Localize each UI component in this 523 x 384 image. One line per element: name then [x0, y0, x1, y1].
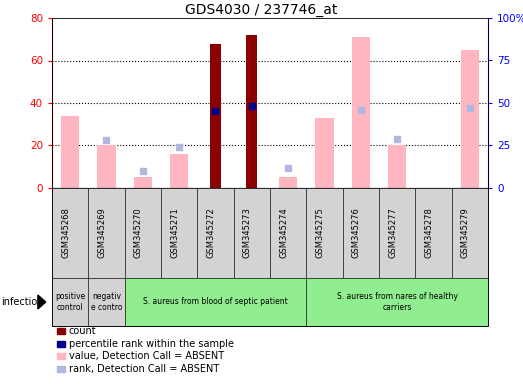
- Bar: [246, 35, 257, 188]
- Bar: [97, 146, 116, 188]
- Text: percentile rank within the sample: percentile rank within the sample: [69, 339, 234, 349]
- Text: GSM345273: GSM345273: [243, 208, 252, 258]
- Text: GSM345269: GSM345269: [97, 208, 107, 258]
- Text: rank, Detection Call = ABSENT: rank, Detection Call = ABSENT: [69, 364, 219, 374]
- Bar: [279, 177, 297, 188]
- Bar: [352, 37, 370, 188]
- Bar: [315, 118, 334, 188]
- Text: S. aureus from blood of septic patient: S. aureus from blood of septic patient: [143, 298, 288, 306]
- Text: infection: infection: [1, 297, 43, 307]
- Bar: [461, 50, 479, 188]
- Text: GSM345271: GSM345271: [170, 208, 179, 258]
- Text: GSM345277: GSM345277: [388, 208, 397, 258]
- Bar: [170, 154, 188, 188]
- Text: positive
control: positive control: [55, 292, 85, 312]
- Text: GSM345274: GSM345274: [279, 208, 288, 258]
- Text: S. aureus from nares of healthy
carriers: S. aureus from nares of healthy carriers: [337, 292, 458, 312]
- Text: GSM345278: GSM345278: [425, 208, 434, 258]
- Text: GSM345270: GSM345270: [134, 208, 143, 258]
- Bar: [210, 43, 221, 188]
- Text: negativ
e contro: negativ e contro: [91, 292, 122, 312]
- Text: GDS4030 / 237746_at: GDS4030 / 237746_at: [185, 3, 338, 17]
- Text: count: count: [69, 326, 96, 336]
- Text: GSM345272: GSM345272: [207, 208, 215, 258]
- Text: GSM345279: GSM345279: [461, 208, 470, 258]
- Text: GSM345268: GSM345268: [61, 208, 70, 258]
- Text: GSM345276: GSM345276: [352, 208, 361, 258]
- Bar: [388, 146, 406, 188]
- Text: value, Detection Call = ABSENT: value, Detection Call = ABSENT: [69, 351, 224, 361]
- Bar: [61, 116, 79, 188]
- Text: GSM345275: GSM345275: [315, 208, 324, 258]
- Bar: [134, 177, 152, 188]
